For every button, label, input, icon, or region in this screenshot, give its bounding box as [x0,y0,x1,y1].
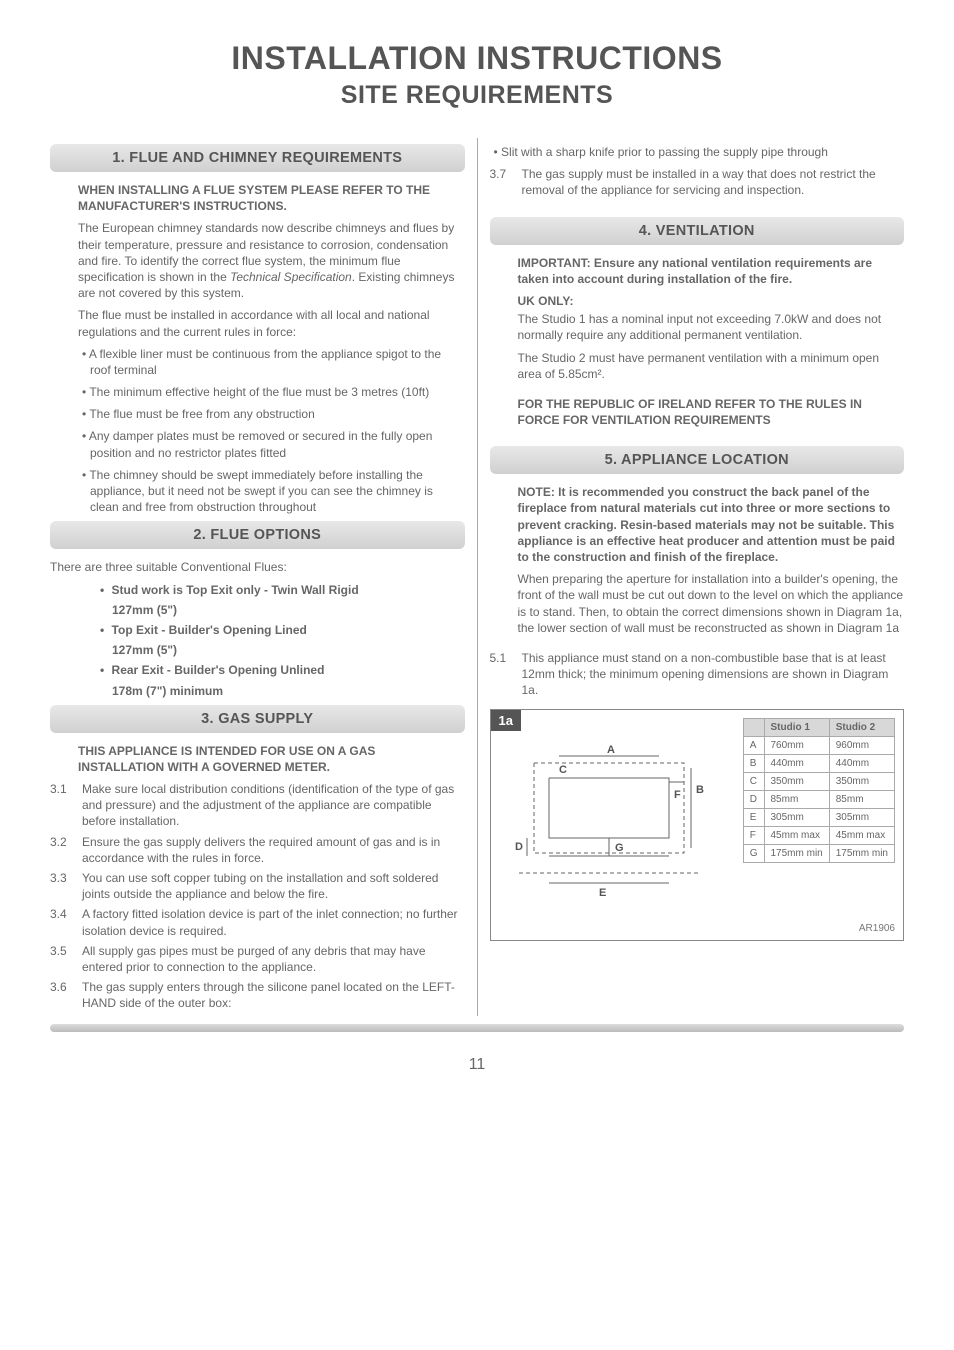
s5-note: NOTE: It is recommended you construct th… [518,484,905,565]
diagram-svg-wrap: A B C D E F G [499,718,735,913]
s2-intro: There are three suitable Conventional Fl… [50,559,465,575]
s3-n34: 3.4 [50,906,74,938]
diagram-ref: AR1906 [491,921,904,940]
dim-r6c2: 175mm min [829,844,894,862]
s3-n32: 3.2 [50,834,74,866]
s3-right-continued: • Slit with a sharp knife prior to passi… [490,144,905,199]
dim-r4c1: 305mm [764,808,829,826]
opening-diagram-icon: A B C D E F G [499,738,719,908]
s1-p1: The European chimney standards now descr… [78,220,465,301]
s2-i1a: Stud work is Top Exit only - Twin Wall R… [112,582,465,598]
s1-b2: • The minimum effective height of the fl… [78,384,465,400]
page-title: INSTALLATION INSTRUCTIONS [50,40,904,77]
dim-r1c1: 440mm [764,754,829,772]
diagram-tag: 1a [491,710,521,731]
s1-b3: • The flue must be free from any obstruc… [78,406,465,422]
dim-r4c0: E [743,808,764,826]
s2-i1b: 127mm (5") [112,602,465,618]
s3-t32: Ensure the gas supply delivers the requi… [82,834,465,866]
s2-i2a: Top Exit - Builder's Opening Lined [112,622,465,638]
s1-p2: The flue must be installed in accordance… [78,307,465,339]
section-header-2: 2. FLUE OPTIONS [50,521,465,549]
s3-t35: All supply gas pipes must be purged of a… [82,943,465,975]
s4-lead: IMPORTANT: Ensure any national ventilati… [518,255,905,287]
dim-r4c2: 305mm [829,808,894,826]
s3-lead: THIS APPLIANCE IS INTENDED FOR USE ON A … [50,743,465,775]
right-column: • Slit with a sharp knife prior to passi… [490,138,905,1016]
s5-p1: When preparing the aperture for installa… [518,571,905,636]
dim-r6c1: 175mm min [764,844,829,862]
dim-r2c0: C [743,772,764,790]
dim-r3c1: 85mm [764,790,829,808]
section-1-body: WHEN INSTALLING A FLUE SYSTEM PLEASE REF… [50,182,465,515]
page-number: 11 [50,1056,904,1074]
left-column: 1. FLUE AND CHIMNEY REQUIREMENTS WHEN IN… [50,138,478,1016]
dim-r5c2: 45mm max [829,826,894,844]
s3-n31: 3.1 [50,781,74,830]
dim-label-g: G [615,842,624,854]
content-columns: 1. FLUE AND CHIMNEY REQUIREMENTS WHEN IN… [50,138,904,1016]
s5-t51: This appliance must stand on a non-combu… [522,650,905,699]
s3-n37: 3.7 [490,166,514,198]
dim-r1c2: 440mm [829,754,894,772]
dim-r1c0: B [743,754,764,772]
s3-t36: The gas supply enters through the silico… [82,979,465,1011]
section-header-5: 5. APPLIANCE LOCATION [490,446,905,474]
s1-b5: • The chimney should be swept immediatel… [78,467,465,516]
s5-numlist: 5.1 This appliance must stand on a non-co… [490,650,905,699]
section-4-body: IMPORTANT: Ensure any national ventilati… [490,255,905,429]
s2-i3b: 178m (7") minimum [112,683,465,699]
section-2-body: There are three suitable Conventional Fl… [50,559,465,698]
bottom-divider [50,1024,904,1032]
dim-label-f: F [674,789,681,801]
s3-t33: You can use soft copper tubing on the in… [82,870,465,902]
dimension-table: Studio 1 Studio 2 A760mm960mm B440mm440m… [743,718,895,863]
s4-p1: The Studio 1 has a nominal input not exc… [518,311,905,343]
dim-r3c2: 85mm [829,790,894,808]
dim-label-e: E [599,887,606,899]
s2-i3a: Rear Exit - Builder's Opening Unlined [112,662,465,678]
page-subtitle: SITE REQUIREMENTS [50,81,904,110]
dim-r3c0: D [743,790,764,808]
s3-n35: 3.5 [50,943,74,975]
s4-uk: UK ONLY: [518,293,905,309]
section-header-4: 4. VENTILATION [490,217,905,245]
section-5-body: NOTE: It is recommended you construct th… [490,484,905,636]
dim-r2c1: 350mm [764,772,829,790]
s1-p1b: Technical Specification [230,270,352,284]
section-header-3: 3. GAS SUPPLY [50,705,465,733]
dim-label-d: D [515,841,523,853]
dim-r0c2: 960mm [829,736,894,754]
s3-n36: 3.6 [50,979,74,1011]
dim-r5c0: F [743,826,764,844]
s3-n33: 3.3 [50,870,74,902]
diagram-1a: 1a [490,709,905,941]
s4-roi: FOR THE REPUBLIC OF IRELAND REFER TO THE… [518,396,905,428]
s4-p2: The Studio 2 must have permanent ventila… [518,350,905,382]
section-header-1: 1. FLUE AND CHIMNEY REQUIREMENTS [50,144,465,172]
dim-th-s2: Studio 2 [829,718,894,736]
dim-th-s1: Studio 1 [764,718,829,736]
s3-t31: Make sure local distribution conditions … [82,781,465,830]
s1-b1: • A flexible liner must be continuous fr… [78,346,465,378]
s3-t34: A factory fitted isolation device is par… [82,906,465,938]
dim-r0c0: A [743,736,764,754]
dim-r6c0: G [743,844,764,862]
s5-n51: 5.1 [490,650,514,699]
section-3-body: THIS APPLIANCE IS INTENDED FOR USE ON A … [50,743,465,1012]
dim-label-c: C [559,764,567,776]
s1-b4: • Any damper plates must be removed or s… [78,428,465,460]
s1-lead: WHEN INSTALLING A FLUE SYSTEM PLEASE REF… [78,182,465,214]
dim-label-b: B [696,784,704,796]
s3-t37: The gas supply must be installed in a wa… [522,166,905,198]
dim-label-a: A [607,744,615,756]
dim-r2c2: 350mm [829,772,894,790]
dim-th-blank [743,718,764,736]
dim-r0c1: 760mm [764,736,829,754]
s3-b36: • Slit with a sharp knife prior to passi… [490,144,905,160]
dim-r5c1: 45mm max [764,826,829,844]
s2-i2b: 127mm (5") [112,642,465,658]
